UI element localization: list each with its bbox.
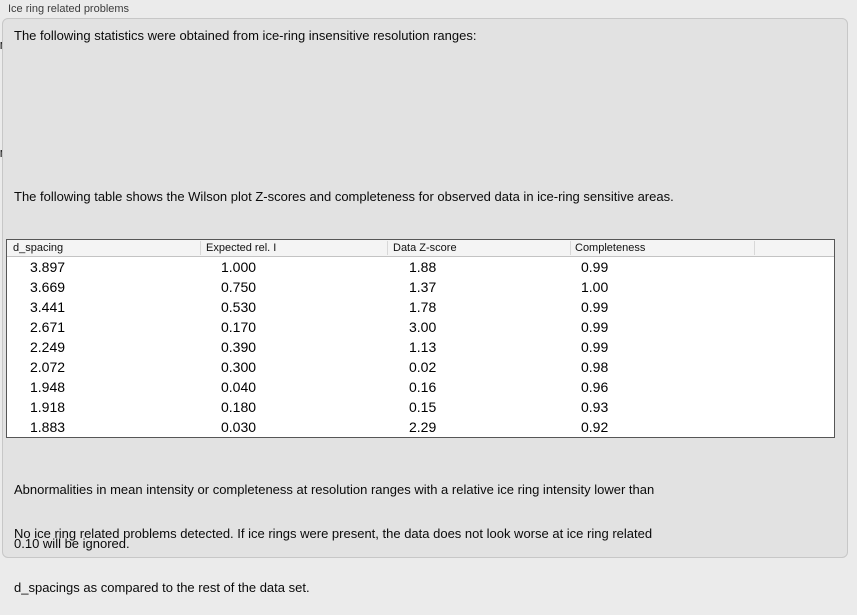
table-cell: 3.897 bbox=[30, 259, 66, 275]
table-row[interactable]: 2.671 0.170 3.00 0.99 bbox=[7, 317, 834, 337]
table-cell: 0.99 bbox=[581, 319, 609, 335]
ice-ring-table: d_spacing Expected rel. I Data Z-score Comp… bbox=[6, 239, 835, 438]
table-cell: 0.15 bbox=[409, 399, 437, 415]
table-cell: 0.96 bbox=[581, 379, 609, 395]
table-cell: 0.390 bbox=[221, 339, 257, 355]
table-cell: 0.180 bbox=[221, 399, 257, 415]
conclusion-line: d_spacings as compared to the rest of th… bbox=[14, 580, 310, 595]
table-row[interactable]: 2.072 0.300 0.02 0.98 bbox=[7, 357, 834, 377]
table-cell: 2.671 bbox=[30, 319, 66, 335]
intro-text: The following statistics were obtained f… bbox=[14, 28, 477, 43]
table-cell: 0.98 bbox=[581, 359, 609, 375]
table-cell: 0.99 bbox=[581, 259, 609, 275]
table-cell: 0.02 bbox=[409, 359, 437, 375]
table-cell: 0.530 bbox=[221, 299, 257, 315]
table-cell: 0.16 bbox=[409, 379, 437, 395]
panel-title: Ice ring related problems bbox=[8, 3, 130, 15]
table-cell: 1.37 bbox=[409, 279, 437, 295]
ignore-note-line: Abnormalities in mean intensity or compl… bbox=[14, 482, 655, 497]
table-cell: 1.000 bbox=[221, 259, 257, 275]
table-header-row: d_spacing Expected rel. I Data Z-score Comp… bbox=[7, 240, 834, 257]
table-row[interactable]: 3.441 0.530 1.78 0.99 bbox=[7, 297, 834, 317]
table-cell: 1.883 bbox=[30, 419, 66, 435]
table-row[interactable]: 1.948 0.040 0.16 0.96 bbox=[7, 377, 834, 397]
table-cell: 0.030 bbox=[221, 419, 257, 435]
conclusion-line: No ice ring related problems detected. I… bbox=[14, 526, 653, 541]
table-cell: 0.92 bbox=[581, 419, 609, 435]
table-row[interactable]: 2.249 0.390 1.13 0.99 bbox=[7, 337, 834, 357]
table-cell: 0.300 bbox=[221, 359, 257, 375]
table-cell: 2.072 bbox=[30, 359, 66, 375]
table-cell: 0.99 bbox=[581, 299, 609, 315]
table-cell: 0.99 bbox=[581, 339, 609, 355]
table-row[interactable]: 1.883 0.030 2.29 0.92 bbox=[7, 417, 834, 437]
table-cell: 1.78 bbox=[409, 299, 437, 315]
table-cell: 0.750 bbox=[221, 279, 257, 295]
table-cell: 1.13 bbox=[409, 339, 437, 355]
table-cell: 0.93 bbox=[581, 399, 609, 415]
table-cell: 2.29 bbox=[409, 419, 437, 435]
table-row[interactable]: 1.918 0.180 0.15 0.93 bbox=[7, 397, 834, 417]
table-cell: 3.441 bbox=[30, 299, 66, 315]
conclusion-text: No ice ring related problems detected. I… bbox=[14, 489, 652, 615]
table-cell: 3.669 bbox=[30, 279, 66, 295]
table-cell: 2.249 bbox=[30, 339, 66, 355]
table-cell: 1.88 bbox=[409, 259, 437, 275]
table-cell: 1.00 bbox=[581, 279, 609, 295]
table-cell: 0.040 bbox=[221, 379, 257, 395]
column-header-data-z-score[interactable]: Data Z-score bbox=[387, 241, 570, 255]
table-row[interactable]: 3.897 1.000 1.88 0.99 bbox=[7, 257, 834, 277]
table-body: 3.897 1.000 1.88 0.99 3.669 0.750 1.37 1.00 3.44… bbox=[7, 257, 834, 437]
column-header-empty[interactable] bbox=[754, 241, 834, 255]
column-header-expected-rel-i[interactable]: Expected rel. I bbox=[200, 241, 387, 255]
column-header-completeness[interactable]: Completeness bbox=[570, 241, 754, 255]
table-row[interactable]: 3.669 0.750 1.37 1.00 bbox=[7, 277, 834, 297]
table-cell: 0.170 bbox=[221, 319, 257, 335]
table-cell: 3.00 bbox=[409, 319, 437, 335]
column-header-d-spacing[interactable]: d_spacing bbox=[13, 242, 64, 254]
table-cell: 1.918 bbox=[30, 399, 66, 415]
table-description-line: The following table shows the Wilson plo… bbox=[14, 189, 674, 204]
table-cell: 1.948 bbox=[30, 379, 66, 395]
